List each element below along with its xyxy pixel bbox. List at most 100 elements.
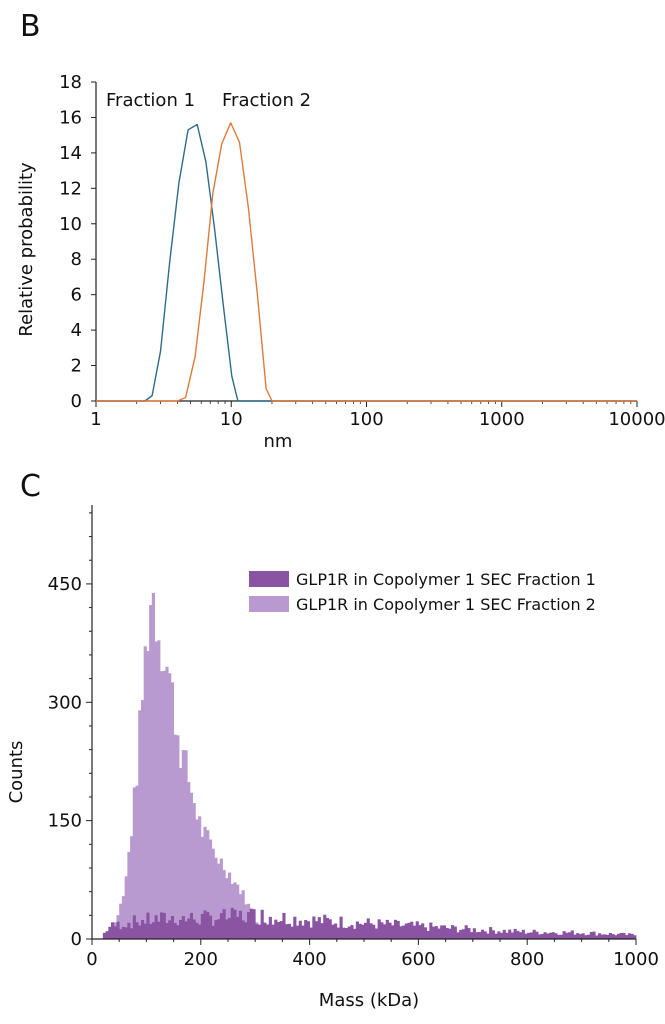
histogram-bar-fraction-1 bbox=[140, 919, 145, 939]
histogram-bar-fraction-1 bbox=[633, 935, 637, 939]
histogram-bar-fraction-1 bbox=[630, 933, 634, 939]
histogram-bar-fraction-1 bbox=[434, 925, 438, 939]
histogram-bar-fraction-1 bbox=[309, 927, 313, 939]
x-tick-label: 0 bbox=[86, 949, 97, 970]
histogram-bar-fraction-1 bbox=[521, 929, 525, 939]
histogram-bar-fraction-1 bbox=[432, 926, 436, 939]
histogram-bar-fraction-1 bbox=[562, 931, 566, 939]
histogram-bar-fraction-1 bbox=[614, 935, 618, 939]
histogram-bar-fraction-1 bbox=[453, 926, 457, 939]
histogram-bar-fraction-1 bbox=[451, 925, 455, 939]
histogram-bar-fraction-2 bbox=[138, 710, 142, 939]
histogram-bar-fraction-1 bbox=[325, 917, 330, 939]
histogram-bar-fraction-2 bbox=[241, 890, 245, 939]
histogram-bar-fraction-2 bbox=[236, 884, 240, 939]
histogram-bar-fraction-1 bbox=[421, 923, 425, 939]
histogram-bar-fraction-2 bbox=[181, 750, 185, 939]
histogram-bar-fraction-1 bbox=[374, 928, 378, 939]
histogram-bar-fraction-1 bbox=[206, 912, 210, 939]
histogram-bar-fraction-1 bbox=[301, 925, 305, 939]
histogram-bar-fraction-2 bbox=[143, 646, 147, 939]
histogram-bar-fraction-1 bbox=[437, 928, 441, 939]
histogram-bar-fraction-1 bbox=[423, 927, 427, 939]
histogram-bar-fraction-1 bbox=[369, 923, 373, 939]
histogram-bar-fraction-1 bbox=[165, 923, 169, 939]
histogram-bar-fraction-1 bbox=[399, 926, 403, 939]
histogram-bar-fraction-1 bbox=[472, 928, 476, 939]
histogram-bar-fraction-1 bbox=[238, 910, 242, 939]
y-tick-label: 16 bbox=[59, 107, 82, 128]
histogram-bar-fraction-2 bbox=[151, 592, 155, 939]
y-tick-label: 12 bbox=[59, 178, 82, 199]
histogram-bar-fraction-1 bbox=[320, 923, 324, 939]
histogram-bar-fraction-1 bbox=[570, 930, 574, 939]
histogram-bar-fraction-2 bbox=[170, 682, 174, 939]
histogram-bar-fraction-1 bbox=[328, 919, 332, 939]
histogram-bar-fraction-1 bbox=[548, 932, 553, 939]
histogram-bar-fraction-2 bbox=[184, 750, 188, 939]
histogram-bar-fraction-1 bbox=[151, 922, 155, 939]
histogram-bar-fraction-1 bbox=[306, 921, 310, 939]
histogram-bar-fraction-1 bbox=[608, 932, 612, 939]
histogram-bar-fraction-1 bbox=[445, 928, 449, 939]
histogram-bar-fraction-1 bbox=[510, 932, 514, 939]
histogram-bar-fraction-2 bbox=[130, 836, 134, 939]
histogram-bar-fraction-1 bbox=[576, 933, 580, 939]
histogram-bar-fraction-1 bbox=[184, 921, 188, 939]
chart-c-y-axis-title: Counts bbox=[6, 741, 27, 804]
histogram-bar-fraction-1 bbox=[135, 922, 139, 939]
histogram-bar-fraction-1 bbox=[581, 933, 585, 939]
histogram-bar-fraction-1 bbox=[616, 933, 621, 939]
histogram-bar-fraction-1 bbox=[102, 932, 106, 939]
histogram-bar-fraction-1 bbox=[236, 916, 240, 939]
histogram-bar-fraction-2 bbox=[132, 787, 136, 939]
line-fraction-1 bbox=[96, 123, 637, 402]
y-tick-label: 0 bbox=[71, 929, 82, 950]
histogram-bar-fraction-1 bbox=[361, 924, 365, 939]
histogram-bar-fraction-1 bbox=[170, 916, 174, 939]
histogram-bar-fraction-1 bbox=[565, 932, 569, 939]
histogram-bar-fraction-1 bbox=[113, 926, 117, 939]
panel-b-letter: B bbox=[20, 9, 41, 44]
histogram-bar-fraction-1 bbox=[108, 926, 112, 939]
x-tick-label: 100 bbox=[349, 409, 383, 430]
histogram-bar-fraction-1 bbox=[440, 925, 444, 939]
histogram-bar-fraction-1 bbox=[176, 925, 180, 939]
x-tick-label: 200 bbox=[184, 949, 218, 970]
histogram-bar-fraction-1 bbox=[358, 923, 362, 939]
chart-b-x-axis-title: nm bbox=[264, 431, 293, 452]
histogram-bar-fraction-1 bbox=[442, 925, 446, 939]
histogram-bar-fraction-1 bbox=[162, 912, 166, 939]
histogram-bar-fraction-2 bbox=[206, 830, 210, 939]
legend-swatch-fraction-1 bbox=[249, 571, 289, 587]
histogram-bar-fraction-1 bbox=[179, 919, 183, 939]
histogram-bar-fraction-1 bbox=[478, 932, 482, 939]
histogram-bar-fraction-1 bbox=[464, 925, 468, 939]
histogram-bar-fraction-1 bbox=[347, 926, 351, 939]
histogram-bar-fraction-1 bbox=[138, 925, 142, 939]
histogram-bar-fraction-1 bbox=[600, 934, 604, 939]
histogram-bar-fraction-1 bbox=[168, 920, 172, 939]
x-tick-label: 10 bbox=[220, 409, 243, 430]
histogram-bar-fraction-2 bbox=[244, 904, 248, 939]
histogram-bar-fraction-2 bbox=[160, 671, 164, 939]
histogram-bar-fraction-1 bbox=[105, 931, 109, 939]
histogram-bar-fraction-1 bbox=[157, 921, 161, 939]
histogram-bar-fraction-1 bbox=[524, 933, 528, 939]
y-tick-label: 18 bbox=[59, 72, 82, 93]
histogram-bar-fraction-1 bbox=[244, 922, 248, 939]
histogram-bar-fraction-1 bbox=[597, 933, 602, 939]
histogram-bar-fraction-2 bbox=[208, 839, 213, 939]
histogram-bar-fraction-1 bbox=[508, 929, 512, 939]
histogram-bar-fraction-2 bbox=[203, 826, 207, 939]
histogram-bar-fraction-1 bbox=[366, 918, 370, 939]
histogram-bar-fraction-1 bbox=[149, 923, 153, 939]
histogram-bar-fraction-1 bbox=[192, 919, 196, 939]
histogram-bar-fraction-1 bbox=[497, 931, 501, 939]
histogram-bar-fraction-1 bbox=[529, 932, 534, 939]
line-fraction-2 bbox=[96, 122, 637, 402]
histogram-bar-fraction-2 bbox=[198, 816, 202, 939]
histogram-bar-fraction-1 bbox=[230, 907, 234, 939]
histogram-bar-fraction-1 bbox=[404, 923, 408, 939]
histogram-bar-fraction-1 bbox=[203, 910, 207, 939]
